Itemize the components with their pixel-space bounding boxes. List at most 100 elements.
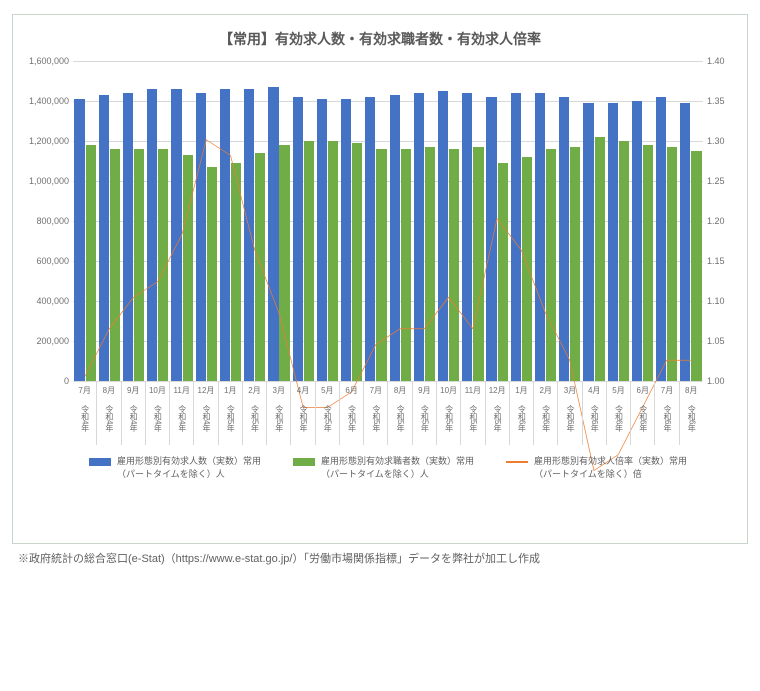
- y-left-tick-label: 1,400,000: [19, 96, 69, 106]
- bar-series-a: [414, 93, 424, 381]
- bar-slot: [121, 61, 145, 381]
- bar-slot: [267, 61, 291, 381]
- bar-slot: [364, 61, 388, 381]
- bar-series-b: [449, 149, 459, 381]
- legend-label-b-1: 雇用形態別有効求職者数（実数）常用: [321, 455, 474, 468]
- bar-series-a: [123, 93, 133, 381]
- bar-series-b: [86, 145, 96, 381]
- x-tick-era: 令和6年: [566, 399, 574, 437]
- bar-series-a: [559, 97, 569, 381]
- bar-slot: [485, 61, 509, 381]
- x-tick: 4月令和5年: [290, 381, 314, 445]
- bar-slot: [146, 61, 170, 381]
- legend-label-c-2: （パートタイムを除く）倍: [534, 468, 687, 481]
- y-left-tick-label: 400,000: [19, 296, 69, 306]
- x-tick-month: 1月: [510, 381, 533, 399]
- bar-series-a: [438, 91, 448, 381]
- legend-swatch-c: [506, 461, 528, 463]
- bar-slot: [315, 61, 339, 381]
- x-tick-month: 11月: [170, 381, 193, 399]
- canvas: 【常用】有効求人数・有効求職者数・有効求人倍率 7月令和4年8月令和4年9月令和…: [0, 0, 760, 570]
- x-tick-era: 令和5年: [396, 399, 404, 437]
- bar-series-a: [486, 97, 496, 381]
- x-tick-month: 10月: [146, 381, 169, 399]
- legend-swatch-b: [293, 458, 315, 466]
- y-right-tick-label: 1.25: [707, 176, 743, 186]
- bar-series-b: [352, 143, 362, 381]
- bar-series-b: [667, 147, 677, 381]
- y-left-tick-label: 1,000,000: [19, 176, 69, 186]
- y-right-tick-label: 1.30: [707, 136, 743, 146]
- legend-item-series-c: 雇用形態別有効求人倍率（実数）常用 （パートタイムを除く）倍: [506, 455, 687, 480]
- x-tick-month: 3月: [267, 381, 290, 399]
- bar-series-b: [473, 147, 483, 381]
- y-right-tick-label: 1.00: [707, 376, 743, 386]
- x-tick-era: 令和4年: [202, 399, 210, 437]
- legend-swatch-a: [89, 458, 111, 466]
- y-left-tick-label: 800,000: [19, 216, 69, 226]
- y-right-tick-label: 1.10: [707, 296, 743, 306]
- x-tick-month: 6月: [631, 381, 654, 399]
- bar-series-a: [293, 97, 303, 381]
- bar-series-a: [317, 99, 327, 381]
- bar-series-a: [511, 93, 521, 381]
- x-tick: 7月令和4年: [73, 381, 96, 445]
- x-tick-month: 1月: [219, 381, 242, 399]
- x-tick: 11月令和5年: [460, 381, 484, 445]
- x-tick-era: 令和5年: [469, 399, 477, 437]
- bar-series-a: [341, 99, 351, 381]
- bar-slot: [388, 61, 412, 381]
- x-tick-month: 12月: [194, 381, 217, 399]
- legend-label-a-1: 雇用形態別有効求人数（実数）常用: [117, 455, 261, 468]
- x-tick: 12月令和5年: [485, 381, 509, 445]
- plot-area: [73, 61, 703, 381]
- x-tick-month: 7月: [364, 381, 387, 399]
- x-tick-month: 10月: [437, 381, 460, 399]
- x-tick-month: 2月: [534, 381, 557, 399]
- bar-series-a: [390, 95, 400, 381]
- legend-label-c-1: 雇用形態別有効求人倍率（実数）常用: [534, 455, 687, 468]
- bar-series-b: [328, 141, 338, 381]
- bar-series-b: [522, 157, 532, 381]
- bar-slot: [509, 61, 533, 381]
- x-tick-era: 令和5年: [323, 399, 331, 437]
- x-tick-era: 令和4年: [105, 399, 113, 437]
- bar-slot: [170, 61, 194, 381]
- bar-series-a: [583, 103, 593, 381]
- bar-slot: [340, 61, 364, 381]
- x-tick-era: 令和6年: [542, 399, 550, 437]
- x-axis: 7月令和4年8月令和4年9月令和4年10月令和4年11月令和4年12月令和4年1…: [73, 381, 703, 445]
- bar-series-a: [268, 87, 278, 381]
- x-tick-era: 令和5年: [420, 399, 428, 437]
- x-tick-month: 4月: [291, 381, 314, 399]
- bar-slot: [582, 61, 606, 381]
- bar-series-a: [220, 89, 230, 381]
- bar-slot: [558, 61, 582, 381]
- x-tick: 9月令和4年: [121, 381, 145, 445]
- x-tick-era: 令和6年: [517, 399, 525, 437]
- x-tick-era: 令和6年: [590, 399, 598, 437]
- bar-slot: [655, 61, 679, 381]
- legend-item-series-b: 雇用形態別有効求職者数（実数）常用 （パートタイムを除く）人: [293, 455, 474, 480]
- bar-series-a: [99, 95, 109, 381]
- bar-series-b: [279, 145, 289, 381]
- legend-text-a: 雇用形態別有効求人数（実数）常用 （パートタイムを除く）人: [117, 455, 261, 480]
- bar-series-b: [110, 149, 120, 381]
- bars-layer: [73, 61, 703, 381]
- x-tick: 10月令和5年: [436, 381, 460, 445]
- legend-item-series-a: 雇用形態別有効求人数（実数）常用 （パートタイムを除く）人: [89, 455, 261, 480]
- x-tick-month: 2月: [243, 381, 266, 399]
- bar-series-a: [680, 103, 690, 381]
- legend-label-b-2: （パートタイムを除く）人: [321, 468, 474, 481]
- x-tick-era: 令和4年: [153, 399, 161, 437]
- bar-series-b: [207, 167, 217, 381]
- x-tick: 4月令和6年: [582, 381, 606, 445]
- bar-series-a: [608, 103, 618, 381]
- y-left-tick-label: 200,000: [19, 336, 69, 346]
- bar-series-b: [570, 147, 580, 381]
- bar-series-b: [255, 153, 265, 381]
- y-right-tick-label: 1.35: [707, 96, 743, 106]
- y-left-tick-label: 600,000: [19, 256, 69, 266]
- bar-series-a: [632, 101, 642, 381]
- x-tick: 9月令和5年: [412, 381, 436, 445]
